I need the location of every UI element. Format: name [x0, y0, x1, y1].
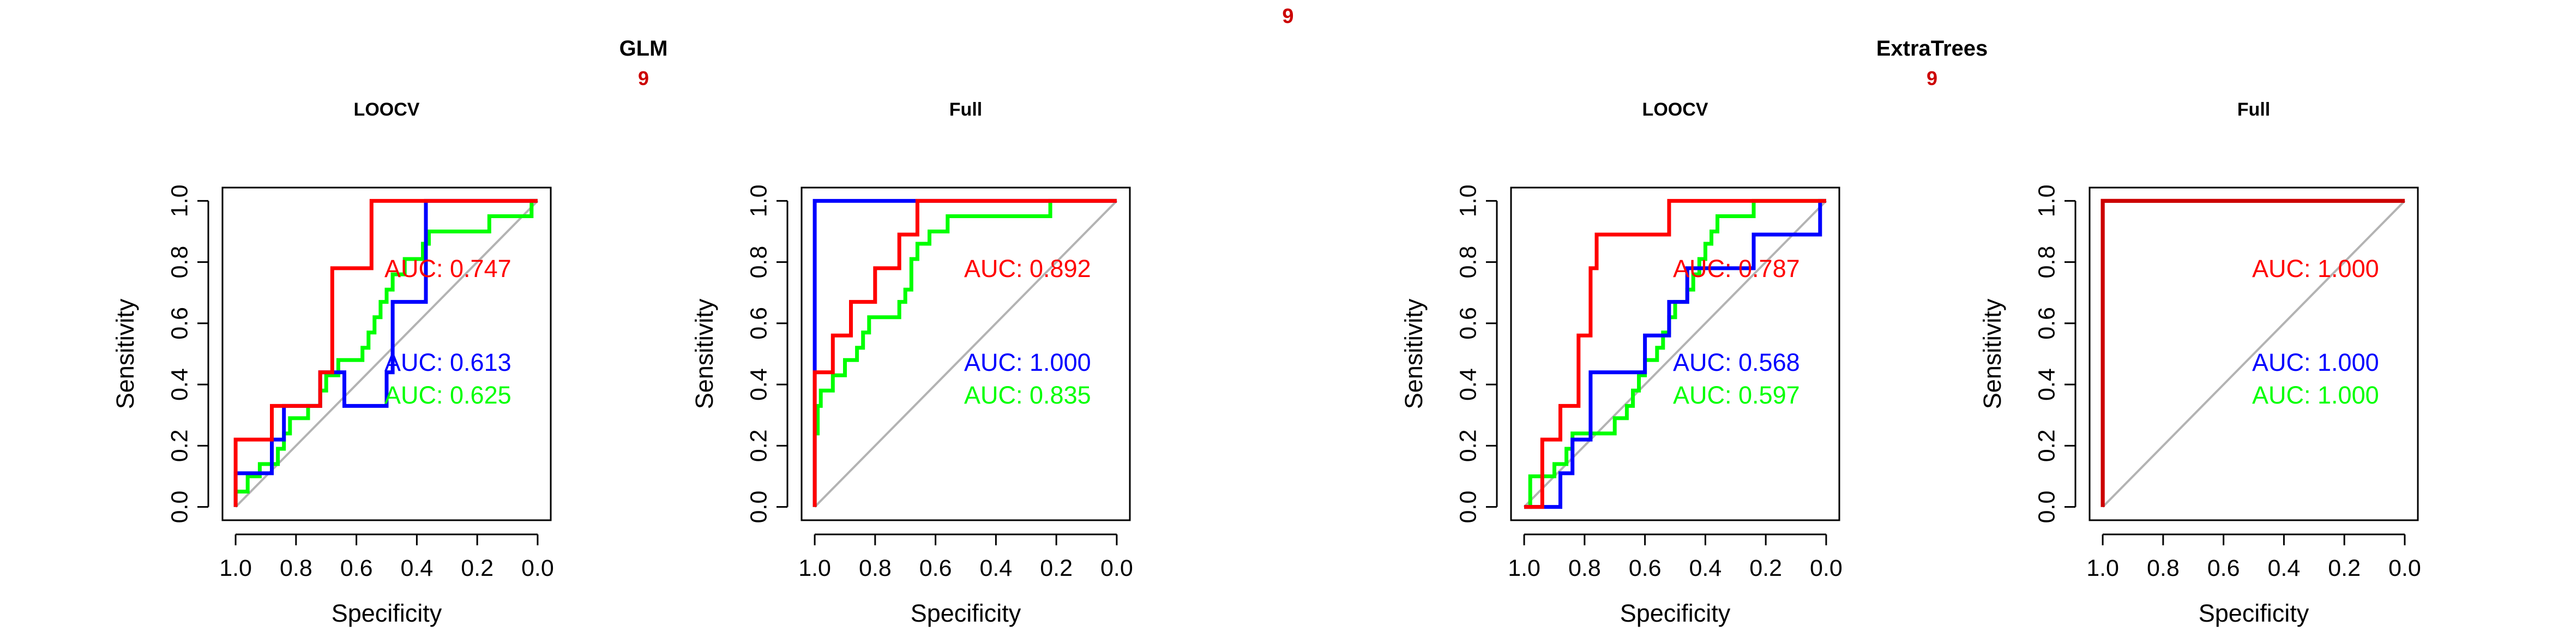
y-tick-label: 1.0 [745, 185, 772, 218]
roc-panel: Full 1.0 0.8 0.6 0.4 0.2 0.0 Specificity 0.0 0.2 0… [1978, 99, 2421, 627]
panel-title: Full [2237, 99, 2270, 120]
y-tick-label: 0.4 [166, 368, 192, 401]
y-tick-label: 1.0 [166, 185, 192, 218]
y-tick-label: 0.2 [1455, 429, 1481, 462]
x-tick-label: 1.0 [219, 555, 252, 581]
panel-title: LOOCV [1642, 99, 1708, 120]
top-label: 9 [1282, 5, 1293, 28]
diagonal-reference-line [234, 200, 539, 508]
y-tick-label: 0.4 [2033, 368, 2060, 401]
auc-label-red: AUC: 0.787 [1673, 255, 1800, 282]
x-tick-label: 0.6 [1629, 555, 1662, 581]
x-tick-label: 0.2 [2328, 555, 2361, 581]
auc-label-green: AUC: 0.597 [1673, 381, 1800, 409]
x-axis-label: Specificity [1620, 599, 1731, 627]
y-tick-label: 0.8 [1455, 246, 1481, 279]
x-tick-label: 0.8 [2147, 555, 2180, 581]
roc-curve-green [812, 198, 1117, 507]
plot-frame [801, 186, 1131, 521]
auc-label-green: AUC: 0.835 [964, 381, 1091, 409]
x-axis-label: Specificity [2199, 599, 2309, 627]
roc-panel: LOOCV 1.0 0.8 0.6 0.4 0.2 0.0 Specificity 0.0 0.2… [1400, 99, 1843, 627]
plot-frame [1510, 186, 1840, 521]
y-tick-label: 0.2 [745, 429, 772, 462]
roc-panel: LOOCV 1.0 0.8 0.6 0.4 0.2 0.0 Specificity 0.0 0.2… [111, 99, 554, 627]
group-subtitle-extratrees: 9 [1927, 67, 1937, 89]
x-tick-label: 0.4 [1689, 555, 1722, 581]
auc-label-red: AUC: 1.000 [2252, 255, 2379, 282]
y-tick-label: 0.0 [1455, 491, 1481, 523]
y-axis-label: Sensitivity [1400, 298, 1428, 409]
y-axis-label: Sensitivity [690, 298, 718, 409]
y-tick-label: 1.0 [2033, 185, 2060, 218]
x-tick-label: 0.6 [340, 555, 373, 581]
x-tick-label: 1.0 [1508, 555, 1540, 581]
y-tick-label: 0.6 [166, 307, 192, 340]
panel-title: Full [949, 99, 982, 120]
y-tick-label: 0.6 [745, 307, 772, 340]
x-tick-label: 0.4 [979, 555, 1012, 581]
auc-label-blue: AUC: 0.568 [1673, 348, 1800, 376]
y-tick-label: 0.8 [745, 246, 772, 279]
roc-curve-blue [1524, 198, 1826, 509]
y-tick-label: 0.2 [2033, 429, 2060, 462]
y-tick-label: 0.8 [2033, 246, 2060, 279]
plot-frame [221, 186, 552, 521]
x-tick-label: 0.4 [400, 555, 433, 581]
x-tick-label: 0.2 [1749, 555, 1782, 581]
auc-label-red: AUC: 0.747 [384, 255, 511, 282]
roc-panel: Full 1.0 0.8 0.6 0.4 0.2 0.0 Specificity 0.0 0.2 0… [690, 99, 1133, 627]
auc-label-green: AUC: 1.000 [2252, 381, 2379, 409]
group-subtitle-glm: 9 [638, 67, 649, 89]
group-title-extratrees: ExtraTrees [1876, 37, 1988, 61]
plot-frame [2089, 186, 2419, 521]
roc-curve-red [812, 198, 1117, 507]
y-tick-label: 0.0 [745, 491, 772, 523]
y-tick-label: 0.2 [166, 429, 192, 462]
diagonal-reference-line [814, 200, 1118, 508]
x-tick-label: 0.8 [1568, 555, 1601, 581]
y-tick-label: 0.8 [166, 246, 192, 279]
auc-label-green: AUC: 0.625 [384, 381, 511, 409]
roc-curve-red [1524, 198, 1826, 509]
y-tick-label: 0.4 [745, 368, 772, 401]
diagonal-reference-line [1523, 200, 1827, 508]
x-tick-label: 0.2 [1040, 555, 1073, 581]
group-title-glm: GLM [619, 37, 668, 61]
auc-label-blue: AUC: 0.613 [384, 348, 511, 376]
auc-label-red: AUC: 0.892 [964, 255, 1091, 282]
x-tick-label: 0.6 [2207, 555, 2240, 581]
y-tick-label: 0.6 [2033, 307, 2060, 340]
x-tick-label: 0.6 [919, 555, 952, 581]
y-axis-label: Sensitivity [1978, 298, 2006, 409]
x-tick-label: 0.2 [461, 555, 493, 581]
auc-label-blue: AUC: 1.000 [2252, 348, 2379, 376]
roc-curve-blue [233, 198, 538, 507]
roc-curve-red [233, 198, 538, 507]
panel-title: LOOCV [354, 99, 420, 120]
y-axis-label: Sensitivity [111, 298, 139, 409]
roc-curve-red [2100, 198, 2405, 507]
x-tick-label: 0.0 [521, 555, 554, 581]
roc-panels: LOOCV 1.0 0.8 0.6 0.4 0.2 0.0 Specificity 0.0 0.2… [111, 99, 2421, 627]
y-tick-label: 0.6 [1455, 307, 1481, 340]
x-tick-label: 0.4 [2267, 555, 2300, 581]
x-tick-label: 0.0 [2388, 555, 2421, 581]
x-tick-label: 0.0 [1810, 555, 1843, 581]
y-tick-label: 1.0 [1455, 185, 1481, 218]
y-tick-label: 0.0 [2033, 491, 2060, 523]
diagonal-reference-line [2102, 200, 2406, 508]
auc-label-blue: AUC: 1.000 [964, 348, 1091, 376]
x-axis-label: Specificity [332, 599, 442, 627]
x-tick-label: 1.0 [2086, 555, 2119, 581]
y-tick-label: 0.4 [1455, 368, 1481, 401]
x-tick-label: 0.8 [280, 555, 312, 581]
x-tick-label: 0.8 [859, 555, 892, 581]
x-tick-label: 0.0 [1100, 555, 1133, 581]
x-tick-label: 1.0 [798, 555, 831, 581]
y-tick-label: 0.0 [166, 491, 192, 523]
roc-curve-green [233, 198, 538, 507]
x-axis-label: Specificity [911, 599, 1021, 627]
